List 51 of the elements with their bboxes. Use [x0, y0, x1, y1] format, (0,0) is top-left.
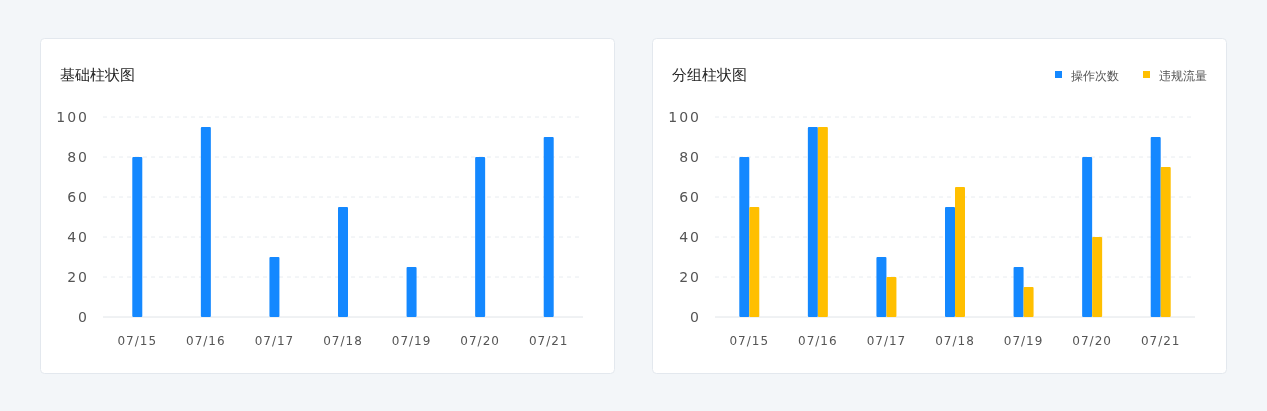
bar [807, 127, 818, 317]
y-tick-label: 100 [56, 109, 89, 125]
bar [886, 277, 897, 317]
bar [1160, 167, 1171, 317]
bar [200, 127, 211, 317]
bar [817, 127, 828, 317]
x-tick-label: 07/16 [186, 334, 226, 348]
bar [1023, 287, 1034, 317]
bar [876, 257, 887, 317]
y-tick-label: 80 [67, 149, 89, 165]
x-tick-label: 07/18 [323, 334, 363, 348]
y-tick-label: 0 [690, 309, 701, 325]
bar [543, 137, 554, 317]
x-tick-label: 07/17 [866, 334, 907, 348]
bar [406, 267, 417, 317]
bar [1092, 237, 1103, 317]
x-tick-label: 07/21 [528, 334, 569, 348]
y-tick-label: 20 [679, 269, 701, 285]
legend-label: 违规流量 [1159, 69, 1207, 83]
bar [1013, 267, 1024, 317]
y-tick-label: 0 [78, 309, 89, 325]
chart-title: 基础柱状图 [60, 66, 135, 84]
bar [1150, 137, 1161, 317]
bar [955, 187, 965, 317]
bar [945, 207, 955, 317]
y-tick-label: 60 [679, 189, 701, 205]
y-tick-label: 80 [679, 149, 701, 165]
chart-title: 分组柱状图 [672, 66, 747, 84]
x-tick-label: 07/21 [1140, 334, 1181, 348]
bar [739, 157, 750, 317]
legend-label: 操作次数 [1071, 69, 1119, 83]
x-tick-label: 07/16 [798, 334, 838, 348]
y-tick-label: 20 [67, 269, 89, 285]
x-tick-label: 07/19 [391, 334, 432, 348]
bar [749, 207, 760, 317]
y-tick-label: 60 [67, 189, 89, 205]
bar [269, 257, 280, 317]
bar [1082, 157, 1093, 317]
y-tick-label: 40 [67, 229, 89, 245]
x-tick-label: 07/15 [117, 334, 158, 348]
bar [338, 207, 348, 317]
x-tick-label: 07/15 [729, 334, 770, 348]
y-tick-label: 40 [679, 229, 701, 245]
bar [475, 157, 486, 317]
x-tick-label: 07/18 [935, 334, 975, 348]
x-tick-label: 07/20 [460, 334, 500, 348]
x-tick-label: 07/19 [1003, 334, 1044, 348]
x-tick-label: 07/17 [254, 334, 295, 348]
y-tick-label: 100 [668, 109, 701, 125]
x-tick-label: 07/20 [1072, 334, 1112, 348]
bar [132, 157, 143, 317]
